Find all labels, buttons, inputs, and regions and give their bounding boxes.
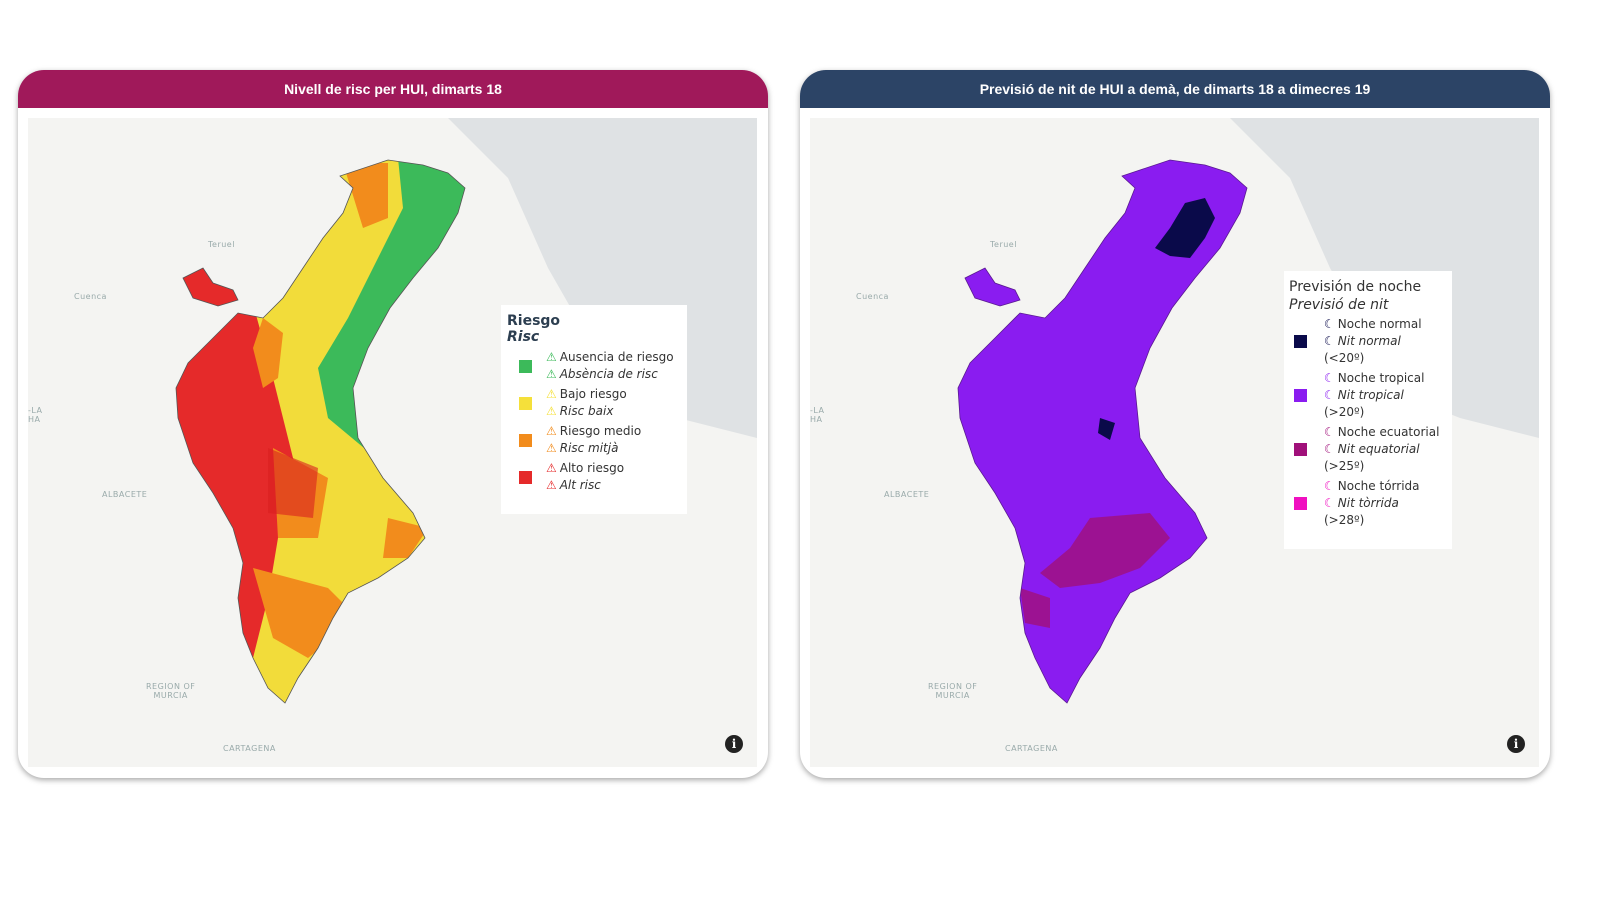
legend-item: ☾ Noche tropical ☾ Nit tropical (>20º) <box>1289 370 1447 421</box>
legend-label: Bajo riesgo <box>559 387 627 401</box>
legend-item: ☾ Noche tórrida ☾ Nit tòrrida (>28º) <box>1289 478 1447 529</box>
legend-item: ⚠ Bajo riesgo ⚠ Risc baix <box>507 386 681 420</box>
legend-item: ⚠ Ausencia de riesgo ⚠ Absència de risc <box>507 349 681 383</box>
place-cuenca: Cuenca <box>856 292 889 301</box>
place-murcia: REGION OF MURCIA <box>928 682 978 700</box>
legend-swatch <box>519 396 532 410</box>
place-cartagena: CARTAGENA <box>223 744 276 753</box>
legend-label: Nit tropical <box>1337 388 1404 402</box>
legend-label: (>25º) <box>1324 459 1365 473</box>
legend-label: Nit equatorial <box>1337 442 1420 456</box>
risk-map-card: Nivell de risc per HUI, dimarts 18 Terue… <box>18 70 768 778</box>
legend-subtitle: Risc <box>507 329 540 345</box>
legend-item: ⚠ Riesgo medio ⚠ Risc mitjà <box>507 423 681 457</box>
legend-label: Noche tórrida <box>1337 479 1420 493</box>
legend-swatch <box>1294 497 1307 510</box>
legend-label: Alto riesgo <box>559 461 625 475</box>
legend-label: Risc mitjà <box>559 441 619 455</box>
legend-item: ☾ Noche normal ☾ Nit normal (<20º) <box>1289 316 1447 367</box>
warning-triangle-icon: ⚠ <box>546 441 557 455</box>
place-teruel: Teruel <box>990 240 1017 249</box>
night-map-card: Previsió de nit de HUI a demà, de dimart… <box>800 70 1550 778</box>
place-albacete: ALBACETE <box>884 490 930 499</box>
warning-triangle-icon: ⚠ <box>546 461 557 475</box>
legend-subtitle: Previsió de nit <box>1289 297 1389 313</box>
legend-label: (>20º) <box>1324 405 1365 419</box>
moon-icon: ☾ <box>1324 425 1335 439</box>
legend-title: Riesgo <box>507 313 561 329</box>
legend-label: Riesgo medio <box>559 424 642 438</box>
moon-icon: ☾ <box>1324 496 1335 510</box>
warning-triangle-icon: ⚠ <box>546 367 557 381</box>
risk-map-title: Nivell de risc per HUI, dimarts 18 <box>18 70 768 108</box>
legend-title: Previsión de noche <box>1289 279 1422 295</box>
place-cuenca: Cuenca <box>74 292 107 301</box>
warning-triangle-icon: ⚠ <box>546 350 557 364</box>
region-shapes <box>28 118 757 767</box>
region-equatorial-night <box>1020 513 1170 628</box>
legend-label: Alt risc <box>559 478 601 492</box>
legend-label: (>28º) <box>1324 513 1365 527</box>
legend-swatch <box>1294 389 1307 402</box>
place-teruel: Teruel <box>208 240 235 249</box>
place-cartagena: CARTAGENA <box>1005 744 1058 753</box>
place-castilla-la-mancha: -LA HA <box>28 406 43 424</box>
info-button[interactable]: i <box>725 735 743 753</box>
legend-label: (<20º) <box>1324 351 1365 365</box>
night-legend: Previsión de noche Previsió de nit ☾ Noch… <box>1284 271 1452 549</box>
place-albacete: ALBACETE <box>102 490 148 499</box>
place-murcia: REGION OF MURCIA <box>146 682 196 700</box>
legend-label: Nit normal <box>1337 334 1401 348</box>
legend-label: Noche tropical <box>1337 371 1425 385</box>
legend-swatch <box>519 433 532 447</box>
info-button[interactable]: i <box>1507 735 1525 753</box>
risk-legend: Riesgo Risc ⚠ Ausencia de riesgo ⚠ Absència… <box>501 305 687 514</box>
region-medium-risk <box>253 163 428 658</box>
moon-icon: ☾ <box>1324 388 1335 402</box>
legend-label: Noche ecuatorial <box>1337 425 1440 439</box>
legend-swatch <box>519 359 532 373</box>
legend-item: ⚠ Alto riesgo ⚠ Alt risc <box>507 460 681 494</box>
legend-item: ☾ Noche ecuatorial ☾ Nit equatorial (>25º) <box>1289 424 1447 475</box>
region-normal-night <box>1098 198 1215 440</box>
legend-swatch <box>1294 335 1307 348</box>
legend-label: Nit tòrrida <box>1337 496 1399 510</box>
legend-swatch <box>1294 443 1307 456</box>
night-map-title: Previsió de nit de HUI a demà, de dimart… <box>800 70 1550 108</box>
warning-triangle-icon: ⚠ <box>546 404 557 418</box>
place-castilla-la-mancha: -LA HA <box>810 406 825 424</box>
legend-swatch <box>519 470 532 484</box>
moon-icon: ☾ <box>1324 317 1335 331</box>
warning-triangle-icon: ⚠ <box>546 387 557 401</box>
moon-icon: ☾ <box>1324 479 1335 493</box>
legend-label: Ausencia de riesgo <box>559 350 674 364</box>
legend-label: Absència de risc <box>559 367 658 381</box>
moon-icon: ☾ <box>1324 442 1335 456</box>
warning-triangle-icon: ⚠ <box>546 424 557 438</box>
risk-map[interactable]: Teruel Cuenca ALBACETE -LA HA REGION OF … <box>28 118 757 767</box>
warning-triangle-icon: ⚠ <box>546 478 557 492</box>
moon-icon: ☾ <box>1324 371 1335 385</box>
legend-label: Risc baix <box>559 404 614 418</box>
night-map[interactable]: Teruel Cuenca ALBACETE -LA HA REGION OF … <box>810 118 1539 767</box>
moon-icon: ☾ <box>1324 334 1335 348</box>
region-shapes <box>810 118 1539 767</box>
legend-label: Noche normal <box>1337 317 1422 331</box>
